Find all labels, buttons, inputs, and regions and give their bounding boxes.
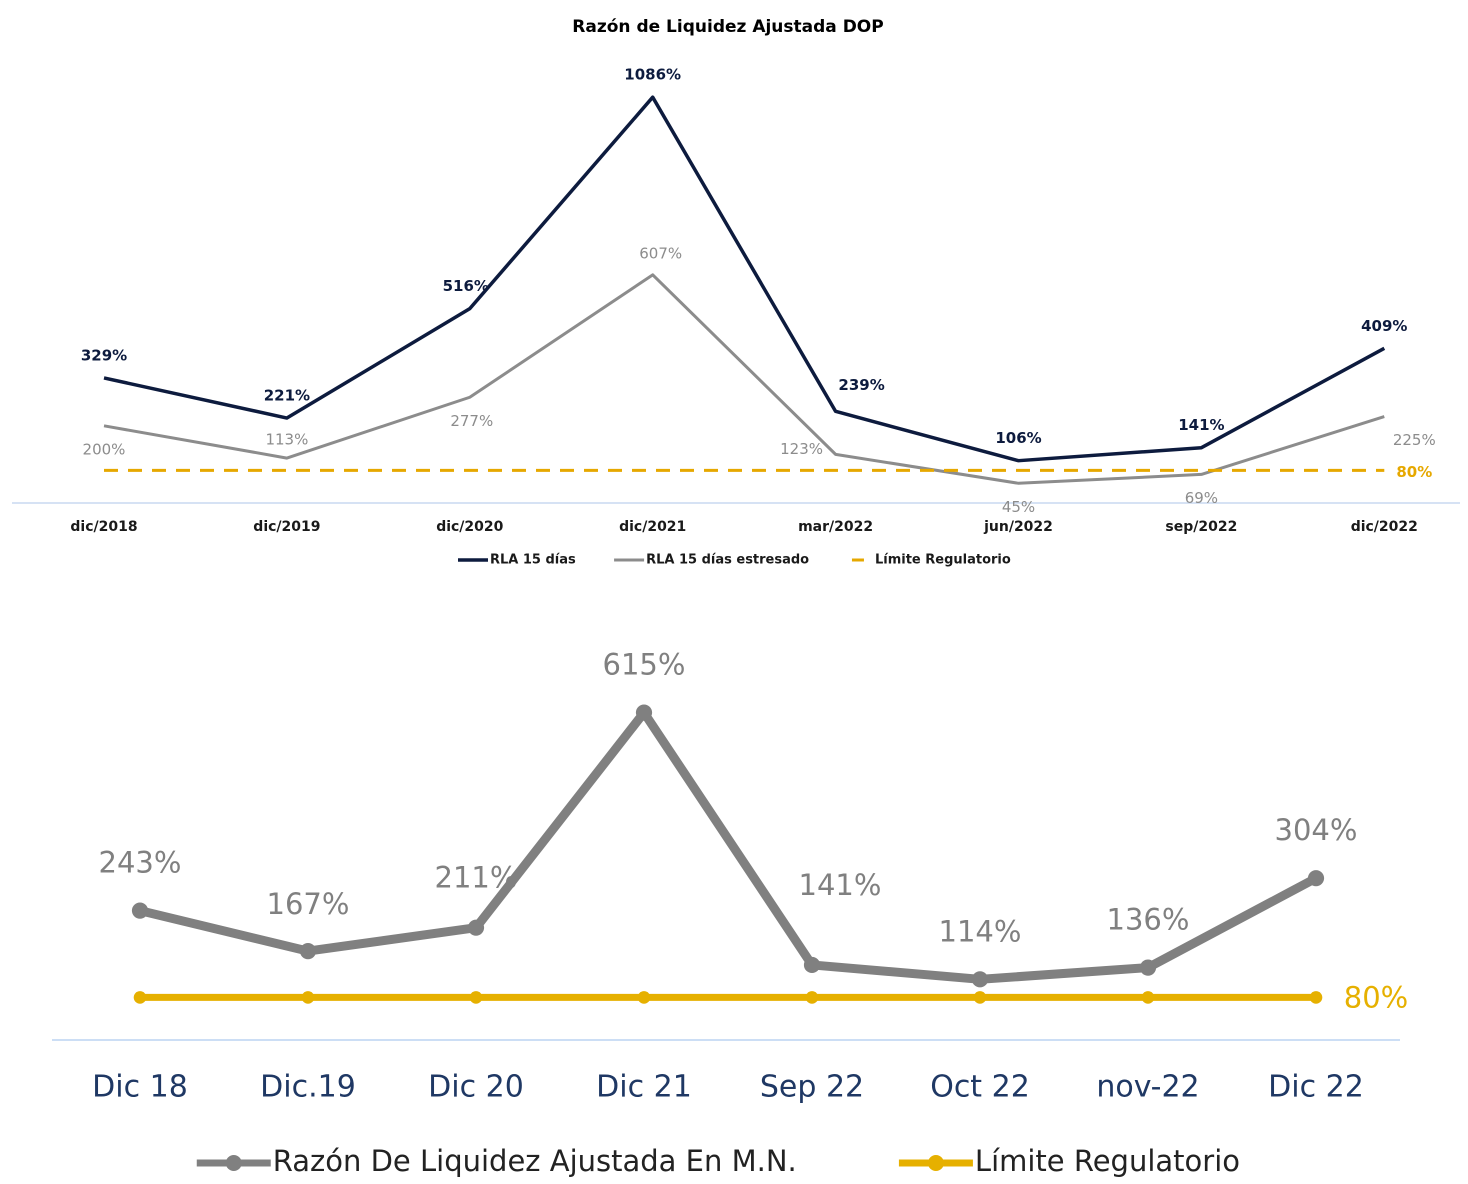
x-tick-label: dic/2022 bbox=[1351, 519, 1418, 535]
data-label: 123% bbox=[780, 440, 823, 458]
data-label: 211% bbox=[435, 861, 518, 895]
x-tick-label: Sep 22 bbox=[760, 1070, 864, 1105]
x-tick-label: Dic 18 bbox=[92, 1070, 188, 1105]
x-tick-label: dic/2019 bbox=[253, 519, 320, 535]
marker bbox=[971, 971, 989, 988]
legend-label: Límite Regulatorio bbox=[875, 553, 1011, 568]
data-label: 239% bbox=[838, 376, 884, 394]
series-line bbox=[103, 273, 1385, 485]
data-label: 80% bbox=[1396, 463, 1432, 481]
data-label: 106% bbox=[995, 429, 1041, 447]
legend-label: Razón De Liquidez Ajustada En M.N. bbox=[273, 1144, 797, 1178]
legend-label: Límite Regulatorio bbox=[975, 1144, 1240, 1178]
legend-label: RLA 15 días estresado bbox=[646, 553, 809, 568]
data-label: 80% bbox=[1344, 980, 1408, 1014]
data-label: 200% bbox=[83, 440, 126, 458]
marker bbox=[1307, 870, 1325, 887]
series-line bbox=[103, 95, 1386, 463]
data-label: 304% bbox=[1275, 813, 1358, 847]
marker bbox=[637, 991, 651, 1004]
x-tick-label: dic/2018 bbox=[70, 519, 137, 535]
data-label: 69% bbox=[1185, 489, 1218, 507]
marker bbox=[131, 902, 149, 919]
marker bbox=[301, 991, 315, 1004]
series-line bbox=[138, 708, 1319, 984]
data-label: 141% bbox=[799, 868, 882, 902]
data-label: 141% bbox=[1178, 416, 1224, 434]
data-label: 516% bbox=[443, 277, 489, 295]
marker bbox=[469, 991, 483, 1004]
x-tick-label: Dic 22 bbox=[1268, 1070, 1364, 1105]
marker bbox=[803, 956, 821, 974]
marker bbox=[805, 991, 819, 1004]
data-label: 329% bbox=[81, 346, 127, 364]
chart-title: Razón de Liquidez Ajustada DOP bbox=[572, 17, 883, 37]
x-tick-label: jun/2022 bbox=[983, 519, 1053, 535]
data-label: 243% bbox=[99, 846, 182, 880]
marker bbox=[635, 704, 653, 721]
data-label: 277% bbox=[450, 412, 493, 430]
x-tick-label: dic/2021 bbox=[619, 519, 686, 535]
data-label: 113% bbox=[265, 431, 308, 449]
data-label: 45% bbox=[1002, 498, 1035, 516]
legend-label: RLA 15 días bbox=[490, 553, 576, 568]
legend-marker bbox=[927, 1155, 944, 1171]
marker bbox=[1309, 991, 1323, 1004]
marker bbox=[467, 919, 485, 936]
marker bbox=[1141, 991, 1155, 1004]
marker bbox=[973, 991, 987, 1004]
marker bbox=[299, 943, 317, 960]
x-tick-label: mar/2022 bbox=[798, 519, 873, 535]
x-tick-label: Oct 22 bbox=[930, 1070, 1030, 1105]
x-tick-label: Dic.19 bbox=[260, 1070, 356, 1105]
marker bbox=[1139, 959, 1157, 976]
x-tick-label: Dic 21 bbox=[596, 1070, 692, 1105]
marker bbox=[133, 991, 147, 1004]
data-label: 1086% bbox=[624, 66, 681, 84]
x-tick-label: nov-22 bbox=[1096, 1070, 1199, 1105]
data-label: 225% bbox=[1393, 431, 1436, 449]
x-tick-label: dic/2020 bbox=[436, 519, 503, 535]
x-tick-label: Dic 20 bbox=[428, 1070, 524, 1105]
data-label: 167% bbox=[267, 887, 350, 921]
x-tick-label: sep/2022 bbox=[1165, 519, 1237, 535]
data-label: 136% bbox=[1107, 903, 1190, 937]
data-label: 607% bbox=[639, 244, 682, 262]
legend-marker bbox=[225, 1155, 242, 1171]
data-label: 114% bbox=[939, 914, 1022, 948]
data-label: 615% bbox=[603, 648, 686, 682]
data-label: 409% bbox=[1361, 317, 1407, 335]
data-label: 221% bbox=[264, 387, 310, 405]
